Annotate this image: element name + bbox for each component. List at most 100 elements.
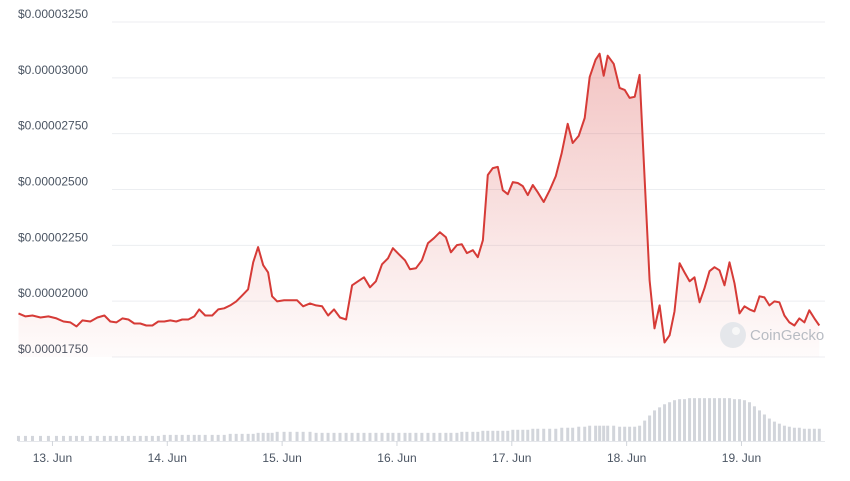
volume-bar: [61, 435, 65, 441]
volume-bar: [102, 435, 106, 441]
volume-bar: [526, 429, 530, 441]
volume-bar: [444, 432, 448, 441]
y-tick-label: $0.00002250: [18, 230, 88, 244]
volume-bar: [338, 432, 342, 441]
volume-bar: [275, 431, 279, 441]
volume-bar: [767, 418, 771, 441]
volume-bar: [772, 421, 776, 441]
volume-bar: [449, 432, 453, 441]
volume-bar: [350, 432, 354, 441]
volume-bar: [602, 425, 606, 441]
volume-bar: [738, 399, 742, 441]
volume-bar: [673, 400, 677, 441]
x-tick-label: 17. Jun: [492, 451, 531, 465]
volume-bar: [817, 428, 821, 441]
x-tick-label: 14. Jun: [148, 451, 187, 465]
volume-bar: [511, 429, 515, 441]
volume-bar: [787, 426, 791, 441]
x-tick-label: 13. Jun: [33, 451, 72, 465]
volume-bar: [692, 398, 696, 441]
volume-bar: [88, 435, 92, 441]
volume-bar: [95, 435, 99, 441]
volume-bar: [554, 428, 558, 441]
volume-bar: [386, 432, 390, 441]
watermark: CoinGecko: [750, 327, 824, 344]
y-tick-label: $0.00002000: [18, 286, 88, 300]
volume-bar: [222, 434, 226, 441]
volume-bar: [536, 428, 540, 441]
volume-bar: [174, 434, 178, 441]
volume-bar: [678, 399, 682, 441]
volume-bar: [476, 431, 480, 441]
volume-bar: [356, 432, 360, 441]
volume-bar: [68, 435, 72, 441]
volume-bar: [426, 432, 430, 441]
volume-bar: [438, 432, 442, 441]
volume-bar: [653, 410, 657, 441]
volume-bar: [668, 402, 672, 441]
volume-bar: [46, 435, 50, 441]
watermark-logo: [720, 322, 746, 348]
volume-bar: [792, 427, 796, 441]
volume-bar: [108, 435, 112, 441]
volume-bar: [228, 433, 232, 441]
volume-bar: [560, 427, 564, 441]
volume-bar: [186, 434, 190, 441]
volume-bar: [288, 431, 292, 441]
volume-bar: [168, 434, 172, 441]
volume-bar: [362, 432, 366, 441]
volume-bar: [270, 432, 274, 441]
volume-bar: [531, 428, 535, 441]
volume-bar: [261, 432, 265, 441]
volume-bar: [397, 432, 401, 441]
volume-bar: [126, 435, 130, 441]
volume-bar: [203, 434, 207, 441]
volume-bar: [748, 402, 752, 441]
y-tick-label: $0.00003000: [18, 63, 88, 77]
volume-bar: [380, 432, 384, 441]
volume-bar: [708, 398, 712, 441]
volume-bar: [742, 400, 746, 441]
volume-bar: [23, 435, 27, 441]
volume-bar: [496, 430, 500, 441]
volume-bar: [663, 404, 667, 441]
volume-bar: [192, 434, 196, 441]
volume-bar: [807, 428, 811, 441]
volume-bar: [180, 434, 184, 441]
volume-bar: [374, 432, 378, 441]
volume-bar: [256, 432, 260, 441]
volume-bar: [712, 398, 716, 441]
volume-bar: [54, 435, 58, 441]
volume-bar: [638, 425, 642, 441]
volume-bar: [577, 426, 581, 441]
volume-bar: [598, 425, 602, 441]
volume-bar: [403, 432, 407, 441]
volume-bar: [732, 399, 736, 441]
volume-bar: [688, 398, 692, 441]
volume-bar: [588, 425, 592, 441]
volume-bar: [612, 425, 616, 441]
y-tick-label: $0.00002750: [18, 119, 88, 133]
volume-bar: [251, 433, 255, 441]
volume-bar: [144, 435, 148, 441]
x-tick-label: 16. Jun: [377, 451, 416, 465]
volume-bar: [414, 432, 418, 441]
volume-bar: [633, 426, 637, 441]
volume-bar: [80, 435, 84, 441]
volume-bar: [460, 431, 464, 441]
volume-bar: [301, 431, 305, 441]
volume-bar: [782, 425, 786, 441]
volume-bar: [320, 432, 324, 441]
volume-bar: [368, 432, 372, 441]
volume-bar: [308, 431, 312, 441]
volume-bar: [812, 428, 816, 441]
volume-bar: [234, 433, 238, 441]
volume-bar: [683, 399, 687, 441]
volume-bar: [295, 431, 299, 441]
volume-bar: [728, 398, 732, 441]
volume-bar: [120, 435, 124, 441]
volume-bar: [752, 406, 756, 441]
volume-bar: [314, 432, 318, 441]
